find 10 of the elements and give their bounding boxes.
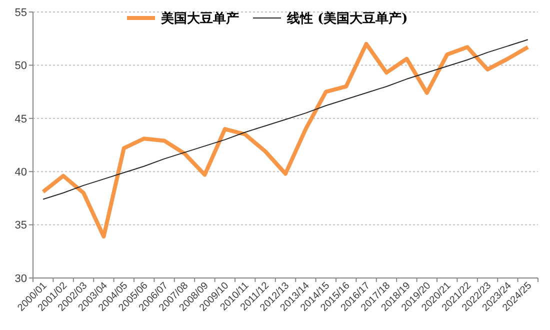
y-tick-label: 55 bbox=[14, 6, 27, 19]
y-tick-label: 35 bbox=[14, 220, 27, 232]
y-tick-label: 30 bbox=[14, 272, 27, 285]
y-tick-label: 40 bbox=[14, 166, 27, 178]
line-series bbox=[41, 42, 530, 239]
legend-label: 美国大豆单产 bbox=[160, 10, 239, 27]
line-series bbox=[42, 39, 528, 200]
legend-label: 线性 (美国大豆单产) bbox=[286, 10, 408, 27]
y-tick-label: 45 bbox=[14, 113, 27, 126]
y-tick-label: 50 bbox=[14, 60, 27, 72]
